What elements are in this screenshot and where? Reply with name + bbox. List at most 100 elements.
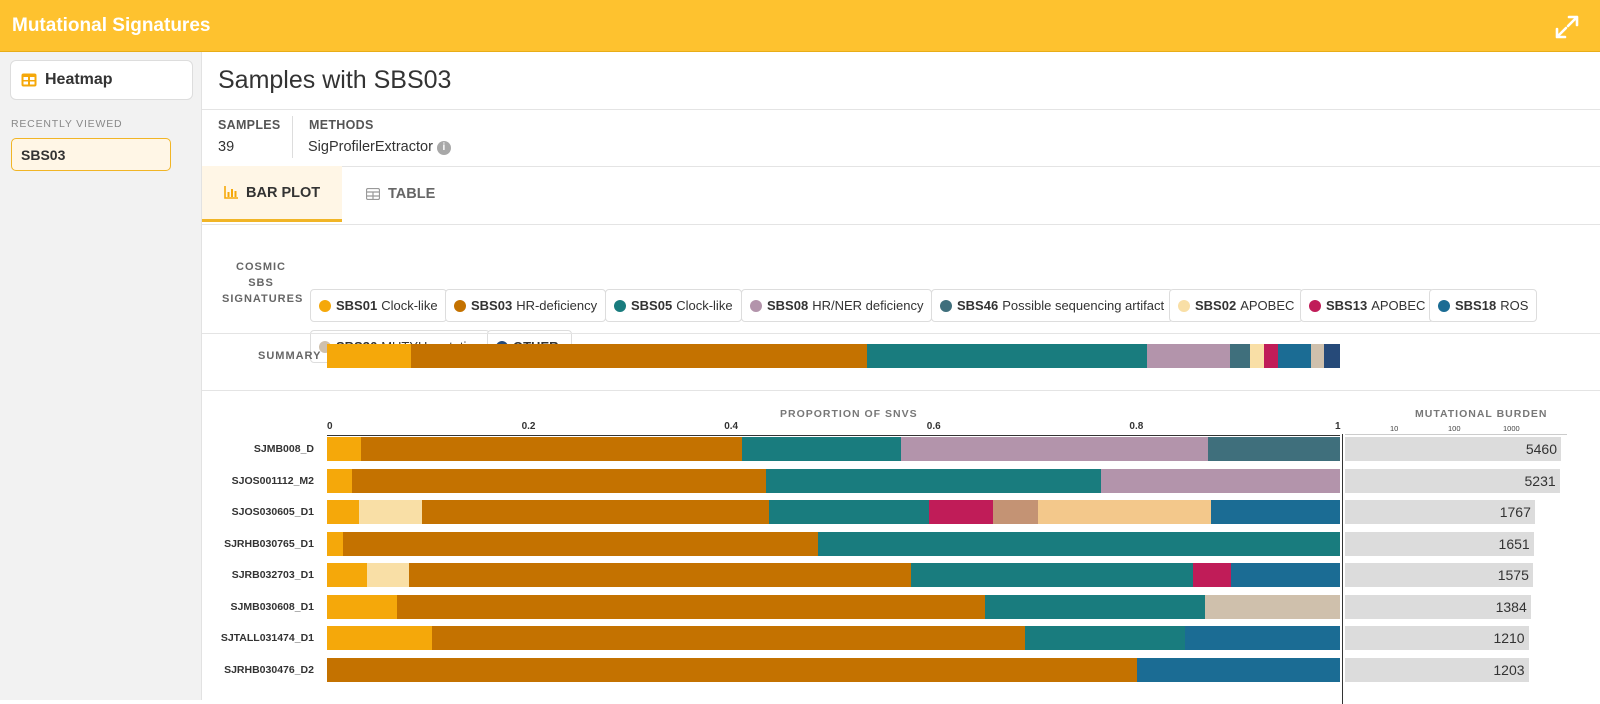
sample-label[interactable]: SJOS001112_M2 — [231, 474, 314, 487]
legend-chip-sbs03[interactable]: SBS03 HR-deficiency — [445, 289, 607, 322]
bar-segment-sbs08[interactable] — [1146, 344, 1230, 368]
sample-label[interactable]: SJRHB030765_D1 — [224, 537, 314, 550]
sample-label[interactable]: SJMB008_D — [253, 443, 314, 455]
app-title: Mutational Signatures — [12, 15, 211, 36]
expand-icon[interactable] — [1554, 14, 1580, 40]
x-tick-label: 0.6 — [926, 421, 941, 432]
legend-code: SBS46 — [957, 298, 999, 313]
bar-segment-sbs02[interactable] — [366, 563, 410, 587]
info-icon[interactable]: i — [436, 141, 451, 155]
bar-segment-sbs01[interactable] — [327, 468, 353, 493]
heatmap-button[interactable]: Heatmap — [10, 60, 193, 100]
legend-chip-sbs02[interactable]: SBS02 APOBEC — [1169, 289, 1304, 322]
bar-segment-sbs05[interactable] — [765, 468, 1101, 493]
tab-table-label: TABLE — [388, 186, 436, 202]
sample-bar — [327, 437, 1340, 461]
bar-segment-sbs01[interactable] — [327, 344, 412, 368]
summary-bar — [327, 344, 1340, 368]
recently-viewed-label: RECENTLY VIEWED — [11, 118, 123, 130]
bar-segment-sbs46[interactable] — [1208, 437, 1340, 461]
recent-item-sbs03[interactable]: SBS03 — [11, 138, 171, 171]
bar-segment-sbs36[interactable] — [1310, 344, 1324, 368]
bar-segment-sbs02[interactable] — [359, 500, 423, 524]
burden-bar: 5231 — [1345, 468, 1560, 493]
legend-dot — [614, 299, 626, 312]
tab-table[interactable]: TABLE — [342, 166, 452, 222]
bar-segment-sbs18[interactable] — [1184, 626, 1340, 650]
page-title: Samples with SBS03 — [218, 66, 452, 94]
legend-dot — [1178, 299, 1190, 312]
bar-segment-sbs03[interactable] — [343, 531, 819, 556]
burden-axis-title: MUTATIONAL BURDEN — [1415, 408, 1548, 420]
bar-segment-sbs01[interactable] — [327, 594, 397, 619]
bar-segment-sbs03[interactable] — [409, 563, 912, 587]
x-tick-label: 0.4 — [724, 421, 739, 432]
heatmap-label: Heatmap — [45, 71, 113, 88]
bar-segment-sbs13[interactable] — [1263, 344, 1279, 368]
bar-segment-sbs03[interactable] — [361, 437, 743, 461]
legend-chip-sbs13[interactable]: SBS13 APOBEC — [1300, 289, 1435, 322]
bar-segment-sbs08[interactable] — [901, 437, 1209, 461]
samples-label: SAMPLES — [218, 118, 281, 132]
bar-segment-other[interactable] — [1323, 344, 1340, 368]
legend-chip-sbs18[interactable]: SBS18 ROS — [1429, 289, 1538, 322]
bar-segment-sbs05[interactable] — [818, 531, 1340, 556]
bar-segment-sbs01[interactable] — [327, 626, 433, 650]
table-icon — [366, 188, 380, 200]
tab-bar-plot[interactable]: BAR PLOT — [202, 166, 342, 222]
bar-segment-sbs05[interactable] — [768, 500, 929, 524]
x-axis-title: PROPORTION OF SNVS — [780, 408, 918, 420]
bar-segment-sbs05[interactable] — [1024, 626, 1185, 650]
sample-label[interactable]: SJRB032703_D1 — [231, 569, 314, 581]
legend-desc: Clock-like — [676, 298, 733, 313]
burden-tick-label: 10 — [1390, 424, 1399, 433]
bar-segment-sbs08[interactable] — [1100, 468, 1340, 493]
legend-dot — [319, 299, 331, 312]
bar-segment-sbs05[interactable] — [911, 563, 1194, 587]
bar-segment-sbs18[interactable] — [1137, 657, 1340, 682]
sample-label[interactable]: SJRHB030476_D2 — [224, 663, 314, 676]
burden-bar: 1767 — [1345, 500, 1535, 524]
bar-segment-sbs46[interactable] — [1229, 344, 1250, 368]
bar-segment-sbs18[interactable] — [1278, 344, 1311, 368]
legend-chip-sbs46[interactable]: SBS46 Possible sequencing artifact — [931, 289, 1174, 322]
legend-chip-sbs08[interactable]: SBS08 HR/NER deficiency — [741, 289, 933, 322]
bar-segment-sbs05[interactable] — [742, 437, 902, 461]
bar-segment-sbs01[interactable] — [327, 500, 360, 524]
bar-segment-sbs13[interactable] — [1193, 563, 1231, 587]
bar-segment-sbsx[interactable] — [992, 500, 1039, 524]
burden-bar: 1384 — [1345, 594, 1531, 619]
bar-segment-sbs03[interactable] — [432, 626, 1025, 650]
sample-label[interactable]: SJTALL031474_D1 — [220, 632, 314, 644]
bar-segment-sbs18[interactable] — [1211, 500, 1340, 524]
legend-code: SBS18 — [1455, 298, 1497, 313]
sample-bar — [327, 531, 1340, 556]
bar-segment-sbs13[interactable] — [928, 500, 993, 524]
bar-segment-sbs01[interactable] — [327, 437, 362, 461]
legend-chip-sbs01[interactable]: SBS01 Clock-like — [310, 289, 447, 322]
bar-segment-sbs05[interactable] — [985, 594, 1206, 619]
burden-tick-label: 1000 — [1503, 424, 1520, 433]
bar-segment-sbs03[interactable] — [411, 344, 867, 368]
bar-segment-sbs01[interactable] — [327, 563, 367, 587]
bar-segment-sbs03[interactable] — [352, 468, 766, 493]
legend-dot — [750, 299, 762, 312]
bar-segment-sbs03[interactable] — [327, 657, 1138, 682]
sample-label[interactable]: SJMB030608_D1 — [230, 600, 314, 613]
bar-segment-sbs18[interactable] — [1230, 563, 1340, 587]
bar-segment-sbs36[interactable] — [1205, 594, 1340, 619]
burden-bar: 5460 — [1345, 437, 1561, 461]
bar-segment-sbs03[interactable] — [422, 500, 769, 524]
bar-segment-sbs05[interactable] — [866, 344, 1147, 368]
bar-segment-sbs02[interactable] — [1249, 344, 1264, 368]
bar-segment-sbs01[interactable] — [327, 531, 344, 556]
burden-bar: 1651 — [1345, 531, 1534, 556]
legend-desc: APOBEC — [1371, 298, 1426, 313]
sample-label[interactable]: SJOS030605_D1 — [231, 506, 314, 518]
bar-segment-sbs03[interactable] — [396, 594, 986, 619]
legend-chip-sbs05[interactable]: SBS05 Clock-like — [605, 289, 742, 322]
bar-segment-sbsx[interactable] — [1038, 500, 1212, 524]
legend-code: SBS05 — [631, 298, 673, 313]
sample-bar — [327, 657, 1340, 682]
sample-bar — [327, 500, 1340, 524]
